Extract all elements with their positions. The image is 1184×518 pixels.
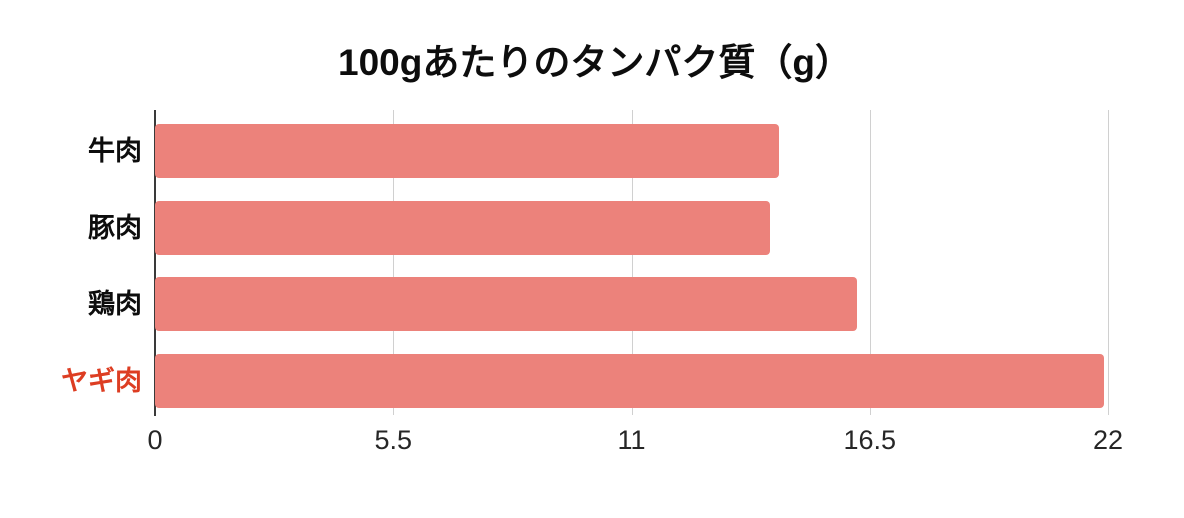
x-tick-label: 0 xyxy=(147,425,163,455)
bar[interactable] xyxy=(155,200,771,255)
bar-row[interactable] xyxy=(155,124,1108,178)
gridline-16-5 xyxy=(869,110,871,415)
y-axis-line xyxy=(154,110,156,416)
bar[interactable] xyxy=(155,353,1104,408)
gridline-22 xyxy=(1108,110,1109,415)
bar-series xyxy=(155,110,1108,415)
x-tick-label: 11 xyxy=(617,425,646,455)
bar-row[interactable] xyxy=(155,277,1108,332)
x-gridlines xyxy=(155,110,1109,415)
category-label: ヤギ肉 xyxy=(61,365,142,396)
bar-row[interactable] xyxy=(155,200,1108,255)
gridline-11 xyxy=(631,110,633,415)
category-label: 牛肉 xyxy=(88,136,142,166)
x-tick-label: 16.5 xyxy=(843,425,897,455)
x-tick-label: 5.5 xyxy=(374,425,413,455)
x-tick-label: 22 xyxy=(1092,425,1124,455)
plot-area xyxy=(155,110,1109,415)
bar[interactable] xyxy=(155,124,779,178)
category-label: 豚肉 xyxy=(88,212,142,243)
gridline-5-5 xyxy=(393,110,395,415)
bar-row[interactable] xyxy=(155,353,1108,408)
category-axis-labels: 牛肉豚肉鶏肉ヤギ肉 xyxy=(0,110,142,415)
category-label: 鶏肉 xyxy=(88,289,142,320)
chart-title: 100gあたりのタンパク質（g） xyxy=(0,40,1184,86)
chart-title-text: 100gあたりのタンパク質（g） xyxy=(338,42,852,83)
bar[interactable] xyxy=(155,277,857,332)
x-axis-tick-labels: 0 5.5 11 16.5 22 xyxy=(0,424,1184,464)
